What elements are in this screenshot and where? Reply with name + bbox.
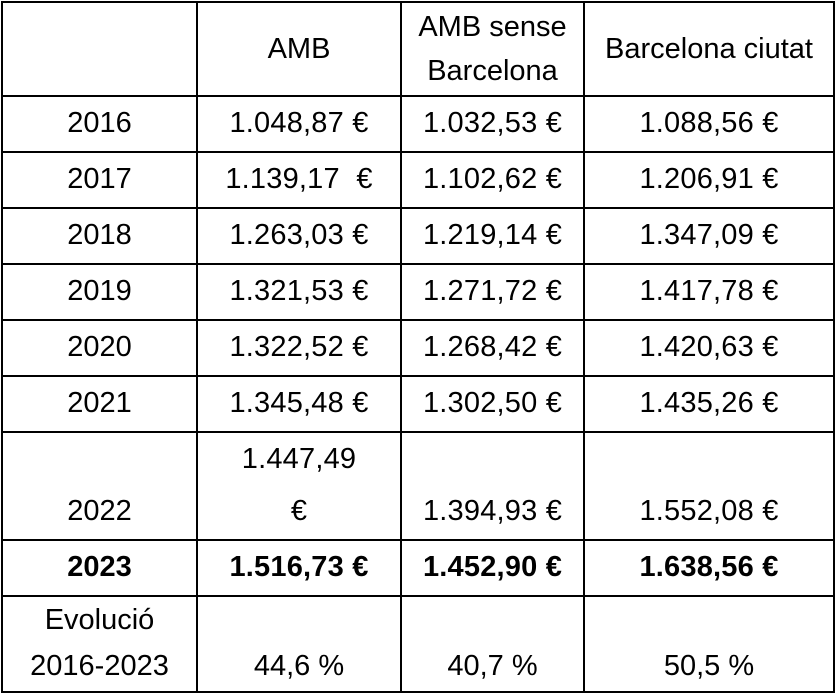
amb-cell: 1.516,73 € [196,539,402,597]
amb-cell: 1.345,48 € [196,375,402,433]
year-cell: 2021 [1,375,198,433]
amb-sense-barcelona-cell: 1.219,14 € [400,207,585,265]
header-row: AMB AMB sense Barcelona Barcelona ciutat [1,1,835,97]
amb-sense-barcelona-cell: 1.268,42 € [400,319,585,377]
barcelona-ciutat-cell: 1.638,56 € [583,539,835,597]
barcelona-ciutat-cell: 1.552,08 € [583,431,835,541]
amb-cell: 1.048,87 € [196,95,402,153]
amb-cell: 1.139,17 € [196,151,402,209]
year-cell: 2022 [1,431,198,541]
evolution-barcelona-ciutat: 50,5 % [583,595,835,693]
barcelona-ciutat-cell: 1.435,26 € [583,375,835,433]
amb-sense-barcelona-cell: 1.102,62 € [400,151,585,209]
amb-sense-barcelona-cell: 1.271,72 € [400,263,585,321]
table-row: 2022 1.447,49 € 1.394,93 € 1.552,08 € [1,431,835,541]
year-cell: 2019 [1,263,198,321]
evolution-label: Evolució 2016-2023 [1,595,198,693]
table-row: 2018 1.263,03 € 1.219,14 € 1.347,09 € [1,207,835,265]
header-amb-sense-barcelona: AMB sense Barcelona [400,1,585,97]
year-cell: 2017 [1,151,198,209]
year-cell: 2020 [1,319,198,377]
table-row: 2021 1.345,48 € 1.302,50 € 1.435,26 € [1,375,835,433]
table-row: 2016 1.048,87 € 1.032,53 € 1.088,56 € [1,95,835,153]
table-row: 2019 1.321,53 € 1.271,72 € 1.417,78 € [1,263,835,321]
amb-cell: 1.447,49 € [196,431,402,541]
amb-cell: 1.322,52 € [196,319,402,377]
table-row-highlight: 2023 1.516,73 € 1.452,90 € 1.638,56 € [1,539,835,597]
amb-sense-barcelona-cell: 1.394,93 € [400,431,585,541]
amb-sense-barcelona-cell: 1.452,90 € [400,539,585,597]
year-cell: 2023 [1,539,198,597]
amb-sense-barcelona-cell: 1.302,50 € [400,375,585,433]
barcelona-ciutat-cell: 1.420,63 € [583,319,835,377]
evolution-label-text: Evolució 2016-2023 [30,604,169,682]
evolution-amb: 44,6 % [196,595,402,693]
amb-cell: 1.263,03 € [196,207,402,265]
header-barcelona-ciutat: Barcelona ciutat [583,1,835,97]
table-row: 2017 1.139,17 € 1.102,62 € 1.206,91 € [1,151,835,209]
amb-cell: 1.321,53 € [196,263,402,321]
year-cell: 2016 [1,95,198,153]
header-amb: AMB [196,1,402,97]
table-row: 2020 1.322,52 € 1.268,42 € 1.420,63 € [1,319,835,377]
barcelona-ciutat-cell: 1.088,56 € [583,95,835,153]
barcelona-ciutat-cell: 1.347,09 € [583,207,835,265]
year-cell: 2018 [1,207,198,265]
header-corner [1,1,198,97]
barcelona-ciutat-cell: 1.206,91 € [583,151,835,209]
amb-sense-barcelona-cell: 1.032,53 € [400,95,585,153]
evolution-amb-sense-barcelona: 40,7 % [400,595,585,693]
evolution-row: Evolució 2016-2023 44,6 % 40,7 % 50,5 % [1,595,835,693]
barcelona-ciutat-cell: 1.417,78 € [583,263,835,321]
amb-value-wrapped: 1.447,49 € [241,443,357,527]
